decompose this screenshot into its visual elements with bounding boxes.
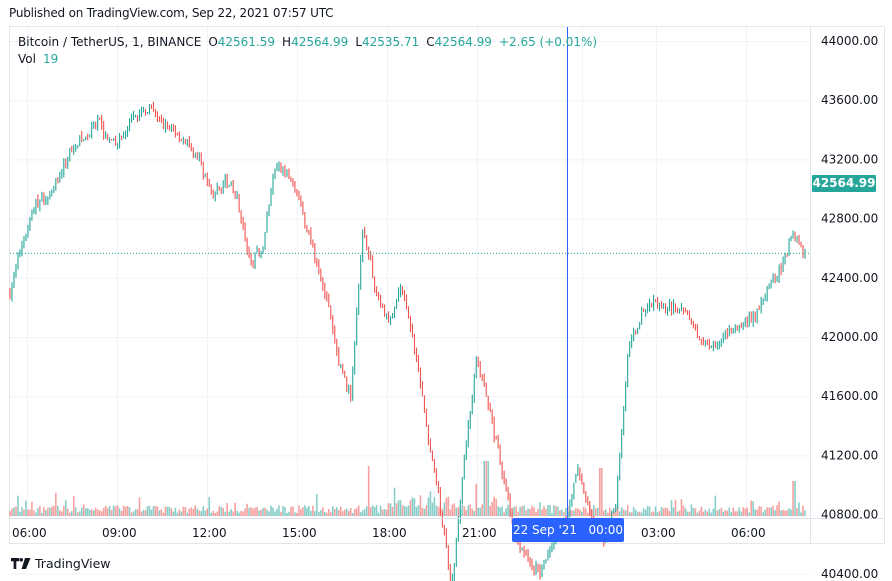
close-label: C <box>426 35 435 49</box>
chart-frame <box>9 26 885 544</box>
tradingview-logo-icon <box>11 558 31 569</box>
time-tick-label: 18:00 <box>372 526 407 540</box>
change-value: +2.65 (+0.01%) <box>498 35 598 49</box>
time-tick-label: 12:00 <box>192 526 227 540</box>
low-value: 42535.71 <box>362 35 420 49</box>
last-price-tag: 42564.99 <box>812 175 876 192</box>
low-label: L <box>355 35 363 49</box>
volume-value: 19 <box>42 52 59 66</box>
legend-row-ohlc: Bitcoin / TetherUS, 1, BINANCE O42561.59 H… <box>18 34 597 51</box>
high-label: H <box>282 35 292 49</box>
grid-lines <box>10 27 810 575</box>
published-caption: Published on TradingView.com, Sep 22, 20… <box>9 6 334 20</box>
open-value: 42561.59 <box>217 35 276 49</box>
time-tick-label: 15:00 <box>282 526 317 540</box>
time-tick-label: 09:00 <box>102 526 137 540</box>
tradingview-brand[interactable]: TradingView <box>11 556 111 571</box>
price-tick-label: 41600.00 <box>821 389 878 403</box>
high-value: 42564.99 <box>291 35 349 49</box>
time-tick-label: 06:00 <box>731 526 766 540</box>
brand-name: TradingView <box>35 556 111 571</box>
series-legend: Bitcoin / TetherUS, 1, BINANCE O42561.59 H… <box>18 34 597 68</box>
price-tick-label: 40800.00 <box>821 508 878 522</box>
price-tick-label: 43200.00 <box>821 152 878 166</box>
price-tick-label: 44000.00 <box>821 34 878 48</box>
price-tick-label: 43600.00 <box>821 93 878 107</box>
volume-label[interactable]: Vol <box>18 52 36 66</box>
time-tick-label: 06:00 <box>12 526 47 540</box>
symbol-title[interactable]: Bitcoin / TetherUS, 1, BINANCE <box>18 35 202 49</box>
price-tick-label: 42400.00 <box>821 271 878 285</box>
time-tick-label: 03:00 <box>641 526 676 540</box>
volume-bars <box>9 461 806 516</box>
close-value: 42564.99 <box>434 35 492 49</box>
crosshair-time-label: 22 Sep '21 00:00 <box>512 518 624 542</box>
time-tick-label: 21:00 <box>462 526 497 540</box>
legend-row-volume: Vol 19 <box>18 51 597 68</box>
price-tick-label: 40400.00 <box>821 567 878 581</box>
price-tick-label: 42800.00 <box>821 212 878 226</box>
price-axis[interactable]: 44000.00 43600.00 43200.00 42800.00 42400.00… <box>821 34 878 581</box>
price-tick-label: 42000.00 <box>821 330 878 344</box>
open-label: O <box>208 35 218 49</box>
price-tick-label: 41200.00 <box>821 448 878 462</box>
